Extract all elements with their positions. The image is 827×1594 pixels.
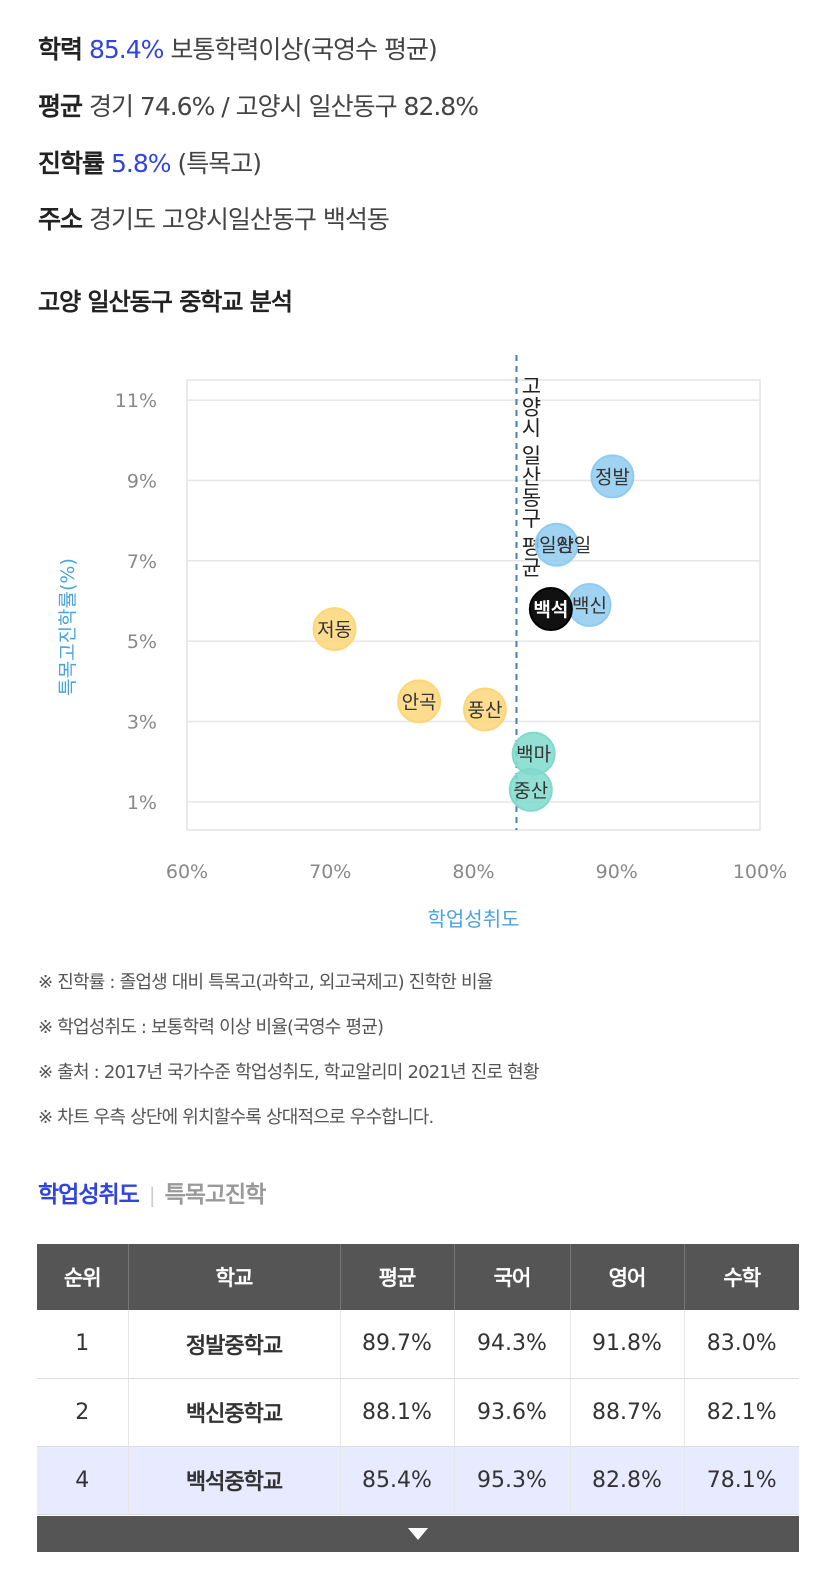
advance-label: 진학률 (38, 149, 105, 178)
x-tick-label: 70% (309, 861, 351, 883)
x-axis-ticks: 60% 70% 80% 90% 100% (166, 861, 787, 883)
cell-math: 83.0% (683, 1310, 799, 1379)
point-label: 저동 (317, 619, 352, 641)
point-label: 백마 (516, 744, 551, 766)
point-백석 (528, 587, 573, 632)
cell-rank: 1 (37, 1310, 128, 1379)
average-label: 평균 (38, 92, 83, 121)
header-average: 평균 (339, 1244, 454, 1310)
x-axis-label: 학업성취도 (428, 907, 520, 931)
header-math: 수학 (683, 1244, 799, 1310)
address-label: 주소 (38, 205, 83, 234)
cell-math: 78.1% (683, 1446, 799, 1515)
x-tick-label: 80% (452, 861, 494, 883)
section-title: 고양 일산동구 중학교 분석 (38, 288, 293, 316)
point-일산 (534, 522, 579, 567)
point-label: 정발 (595, 466, 630, 488)
address-line: 주소 경기도 고양시일산동구 백석동 (38, 200, 390, 236)
tab-achievement[interactable]: 학업성취도 (38, 1182, 140, 1208)
tab-special-school[interactable]: 특목고진학 (164, 1182, 267, 1208)
achievement-label: 학력 (38, 35, 83, 64)
cell-average: 88.1% (339, 1378, 454, 1447)
point-label: 중산 (513, 780, 548, 802)
cell-korean: 93.6% (453, 1378, 570, 1447)
advance-value: 5.8% (110, 149, 172, 178)
cell-korean: 94.3% (453, 1310, 570, 1379)
average-value: 경기 74.6% / 고양시 일산동구 82.8% (88, 92, 479, 121)
advance-desc: (특목고) (177, 149, 262, 178)
cell-rank: 4 (37, 1446, 128, 1515)
achievement-line: 학력 85.4% 보통학력이상(국영수 평균) (38, 30, 438, 66)
advance-line: 진학률 5.8% (특목고) (38, 144, 262, 180)
note-advance-rate: ※ 진학률 : 졸업생 대비 특목고(과학고, 외고국제고) 진학한 비율 (38, 972, 493, 993)
point-안곡 (397, 679, 442, 724)
chevron-down-icon (408, 1528, 428, 1540)
cell-english: 82.8% (569, 1446, 684, 1515)
y-tick-label: 1% (127, 792, 157, 814)
cell-english: 91.8% (569, 1310, 684, 1379)
tab-separator: | (148, 1183, 156, 1207)
average-line: 평균 경기 74.6% / 고양시 일산동구 82.8% (38, 87, 479, 123)
x-tick-label: 100% (733, 861, 787, 883)
header-english: 영어 (569, 1244, 684, 1310)
table-row[interactable]: 2 백신중학교 88.1% 93.6% 88.7% 82.1% (37, 1378, 799, 1447)
cell-school: 백신중학교 (127, 1378, 340, 1447)
header-school: 학교 (127, 1244, 340, 1310)
cell-average: 85.4% (339, 1446, 454, 1515)
y-tick-label: 5% (127, 631, 157, 653)
y-tick-label: 11% (115, 390, 157, 412)
address-value: 경기도 고양시일산동구 백석동 (88, 205, 390, 234)
achievement-value: 85.4% (88, 35, 164, 64)
point-label: 백신 (572, 595, 607, 617)
plot-frame (186, 379, 761, 831)
note-source: ※ 출처 : 2017년 국가수준 학업성취도, 학교알리미 2021년 진로 … (38, 1062, 540, 1083)
ranking-table: 순위 학교 평균 국어 영어 수학 1 정발중학교 89.7% 94.3% 91… (37, 1244, 799, 1515)
point-label: 백석 (533, 599, 568, 621)
table-header-row: 순위 학교 평균 국어 영어 수학 (37, 1244, 799, 1310)
point-label: 일산 (539, 535, 574, 557)
y-tick-label: 7% (127, 551, 157, 573)
y-axis-label: 특목고진학률(%) (57, 558, 79, 696)
y-axis-ticks: 1% 3% 5% 7% 9% 11% (115, 390, 157, 814)
table-row-current-school[interactable]: 4 백석중학교 85.4% 95.3% 82.8% 78.1% (37, 1446, 799, 1515)
point-풍산 (462, 687, 507, 732)
point-label: 양일 (556, 535, 591, 557)
point-저동 (312, 607, 357, 652)
scatter-chart: 1%3%5%7%9%11% 60% 70% 80% 90% 100% 고양시 일산동구 … (57, 355, 787, 931)
header-rank: 순위 (37, 1244, 128, 1310)
point-정발 (590, 454, 635, 499)
cell-math: 82.1% (683, 1378, 799, 1447)
ranking-tabs: 학업성취도 | 특목고진학 (38, 1175, 267, 1209)
cell-english: 88.7% (569, 1378, 684, 1447)
y-tick-label: 9% (127, 470, 157, 492)
cell-school: 백석중학교 (127, 1446, 340, 1515)
note-achievement: ※ 학업성취도 : 보통학력 이상 비율(국영수 평균) (38, 1017, 384, 1038)
x-tick-label: 60% (166, 861, 208, 883)
cell-rank: 2 (37, 1378, 128, 1447)
achievement-desc: 보통학력이상(국영수 평균) (170, 35, 437, 64)
header-korean: 국어 (453, 1244, 570, 1310)
chart-grid (186, 379, 761, 831)
cell-school: 정발중학교 (127, 1310, 340, 1379)
x-tick-label: 90% (596, 861, 638, 883)
y-tick-label: 3% (127, 712, 157, 734)
cell-korean: 95.3% (453, 1446, 570, 1515)
expand-table-button[interactable] (37, 1516, 799, 1552)
point-label: 안곡 (402, 691, 437, 713)
point-label: 풍산 (467, 699, 502, 721)
cell-average: 89.7% (339, 1310, 454, 1379)
point-중산 (508, 767, 553, 812)
table-row[interactable]: 1 정발중학교 89.7% 94.3% 91.8% 83.0% (37, 1310, 799, 1379)
note-chart-guide: ※ 차트 우측 상단에 위치할수록 상대적으로 우수합니다. (38, 1107, 434, 1128)
